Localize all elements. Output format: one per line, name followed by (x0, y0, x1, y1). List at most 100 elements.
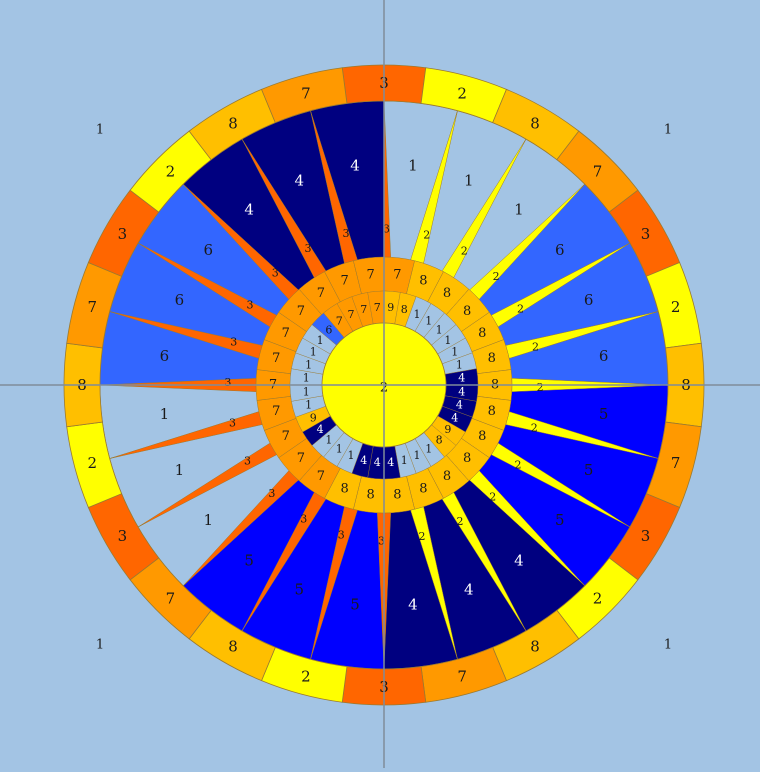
mid-ring-number: 7 (282, 326, 290, 341)
small-ring-number: 7 (374, 301, 381, 314)
small-ring-number: 1 (336, 442, 343, 455)
sector-number: 5 (584, 461, 594, 479)
outer-ring-number: 8 (530, 638, 540, 656)
small-ring-number: 4 (317, 423, 324, 436)
small-ring-number: 4 (387, 456, 394, 469)
sector-number: 5 (599, 405, 609, 423)
spike-number: 3 (246, 298, 253, 311)
spike-number: 3 (338, 529, 345, 542)
sector-number: 1 (514, 200, 524, 218)
small-ring-number: 7 (336, 315, 343, 328)
outer-ring-number: 3 (118, 527, 128, 545)
outer-ring-number: 7 (593, 162, 603, 180)
mid-ring-number: 8 (340, 481, 348, 496)
small-ring-number: 1 (425, 315, 432, 328)
sector-number: 1 (175, 461, 185, 479)
outer-ring-number: 7 (88, 298, 98, 316)
outer-ring-number: 3 (641, 527, 651, 545)
mid-ring-number: 7 (272, 351, 280, 366)
mid-ring-number: 7 (393, 267, 401, 282)
sector-number: 4 (244, 200, 254, 218)
sector-number: 1 (464, 171, 474, 189)
sector-number: 1 (408, 156, 418, 174)
mid-ring-number: 7 (366, 267, 374, 282)
spike-number: 2 (517, 303, 524, 316)
small-ring-number: 9 (387, 301, 394, 314)
outer-ring-number: 3 (118, 225, 128, 243)
sector-number: 5 (555, 511, 565, 529)
outer-ring-number: 2 (301, 668, 311, 686)
outer-ring-number: 2 (593, 590, 603, 608)
small-ring-number: 1 (444, 334, 451, 347)
mid-ring-number: 8 (419, 481, 427, 496)
sector-number: 6 (160, 347, 170, 365)
spike-number: 2 (423, 228, 430, 241)
outer-ring-number: 7 (457, 668, 467, 686)
mid-ring-number: 8 (488, 351, 496, 366)
spike-number: 3 (342, 227, 349, 240)
spike-number: 3 (230, 336, 237, 349)
small-ring-number: 4 (451, 411, 458, 424)
small-ring-number: 4 (374, 456, 381, 469)
small-ring-number: 8 (401, 303, 408, 316)
outer-ring-number: 7 (671, 454, 681, 472)
mid-ring-number: 8 (478, 429, 486, 444)
mid-ring-number: 8 (488, 404, 496, 419)
small-ring-number: 1 (456, 358, 463, 371)
small-ring-number: 9 (310, 411, 317, 424)
mid-ring-number: 7 (317, 469, 325, 484)
corner-region-number: 1 (664, 638, 672, 653)
sector-number: 4 (514, 552, 524, 570)
spike-number: 3 (300, 513, 307, 526)
spike-number: 2 (537, 381, 544, 394)
sector-number: 4 (408, 596, 418, 614)
outer-ring-number: 2 (457, 84, 467, 102)
corner-region-number: 1 (664, 123, 672, 138)
small-ring-number: 4 (458, 385, 465, 398)
sector-number: 6 (203, 241, 213, 259)
spike-number: 3 (229, 417, 236, 430)
spike-number: 3 (268, 487, 275, 500)
small-ring-number: 9 (444, 423, 451, 436)
small-ring-number: 1 (413, 308, 420, 321)
small-ring-number: 6 (325, 323, 332, 336)
outer-ring-number: 7 (166, 590, 176, 608)
small-ring-number: 1 (413, 449, 420, 462)
small-ring-number: 4 (360, 454, 367, 467)
outer-ring-number: 2 (671, 298, 681, 316)
sector-number: 1 (160, 405, 170, 423)
outer-ring-number: 8 (228, 638, 238, 656)
spike-number: 3 (305, 242, 312, 255)
spike-number: 3 (224, 376, 231, 389)
mid-ring-number: 8 (463, 451, 471, 466)
mid-ring-number: 8 (393, 488, 401, 503)
small-ring-number: 1 (305, 358, 312, 371)
small-ring-number: 4 (456, 399, 463, 412)
mid-ring-number: 7 (297, 304, 305, 319)
spike-number: 2 (493, 270, 500, 283)
small-ring-number: 7 (348, 308, 355, 321)
spike-number: 2 (456, 515, 463, 528)
mid-ring-number: 8 (463, 304, 471, 319)
spike-number: 3 (244, 454, 251, 467)
mid-ring-number: 7 (272, 404, 280, 419)
mid-ring-number: 7 (340, 274, 348, 289)
spike-number: 2 (515, 459, 522, 472)
sector-number: 5 (294, 581, 304, 599)
outer-ring-cell[interactable] (261, 67, 348, 124)
small-ring-number: 1 (348, 449, 355, 462)
sector-number: 6 (584, 291, 594, 309)
small-ring-number: 1 (305, 399, 312, 412)
small-ring-number: 1 (317, 334, 324, 347)
small-ring-number: 1 (436, 323, 443, 336)
mid-ring-number: 8 (366, 488, 374, 503)
mid-ring-number: 8 (443, 469, 451, 484)
sector-number: 4 (350, 156, 360, 174)
small-ring-number: 7 (360, 303, 367, 316)
outer-ring-number: 3 (641, 225, 651, 243)
small-ring-number: 1 (303, 385, 310, 398)
spike-number: 2 (531, 421, 538, 434)
spike-number: 3 (272, 266, 279, 279)
